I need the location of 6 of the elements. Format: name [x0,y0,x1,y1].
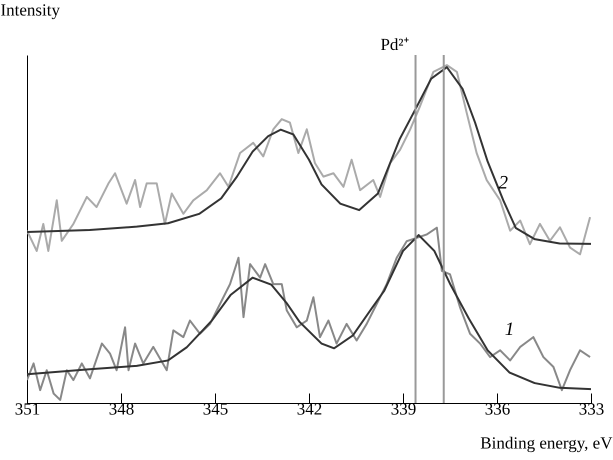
x-tick-label: 351 [14,400,40,418]
ref-line-label: Pd²⁺ [380,35,410,54]
y-axis-title: Intensity [0,0,60,20]
x-axis-title: Binding energy, eV [480,434,613,452]
series-label: 1 [504,318,514,340]
series-label: 2 [498,172,509,194]
